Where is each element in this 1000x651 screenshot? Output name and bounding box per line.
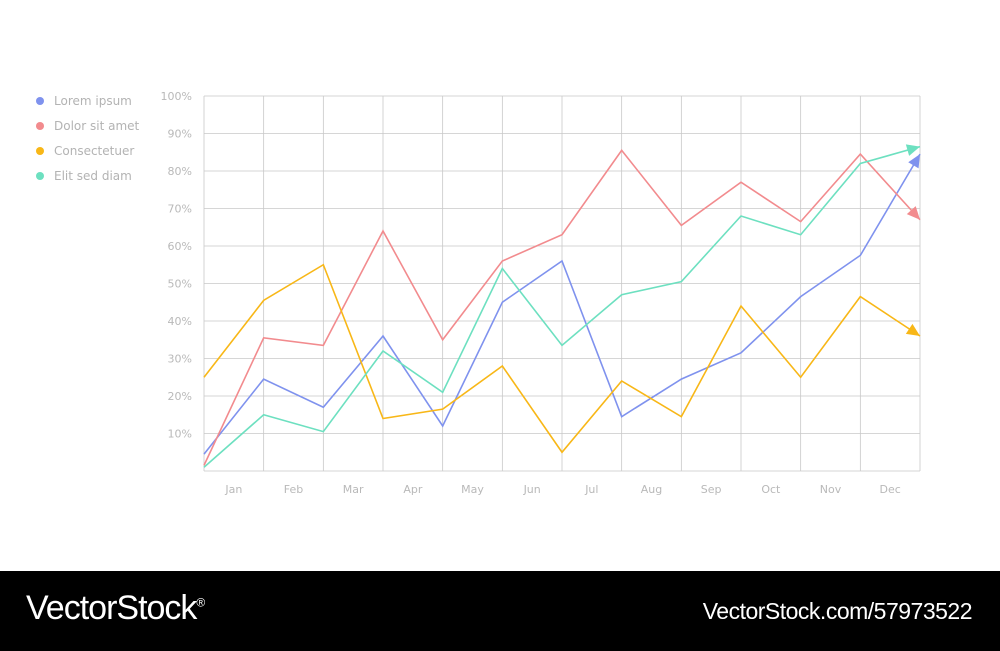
legend-item: Elit sed diam — [36, 168, 139, 183]
legend-label: Elit sed diam — [54, 168, 132, 183]
chart-axes: 10% 20% 30% 40% 50% 60% 70% 80% 90% 100% Jan Feb Mar… — [161, 90, 901, 496]
y-tick-label: 50% — [168, 278, 192, 291]
footer-bar: VectorStock® VectorStock.com/57973522 — [0, 571, 1000, 651]
series-arrow-marker — [906, 206, 920, 220]
x-tick-label: Dec — [880, 483, 901, 496]
series-arrow-marker — [905, 144, 920, 156]
footer-brand-text: VectorStock — [26, 589, 197, 627]
y-tick-label: 20% — [168, 390, 192, 403]
x-tick-label: Sep — [701, 483, 722, 496]
line-chart: 10% 20% 30% 40% 50% 60% 70% 80% 90% 100% Jan Feb Mar… — [161, 90, 921, 496]
y-tick-label: 80% — [168, 165, 192, 178]
y-tick-label: 60% — [168, 240, 192, 253]
x-tick-label: May — [461, 483, 484, 496]
x-tick-label: Oct — [761, 483, 781, 496]
series-line — [203, 263, 921, 454]
series-line — [203, 149, 921, 466]
series-arrow-marker — [908, 154, 920, 169]
legend-label: Lorem ipsum — [54, 93, 132, 108]
x-tick-label: Mar — [343, 483, 364, 496]
x-tick-label: Jul — [584, 483, 598, 496]
series-arrow-marker — [905, 323, 920, 336]
y-tick-label: 100% — [161, 90, 192, 103]
legend-item: Consectetuer — [36, 143, 139, 158]
chart-legend: Lorem ipsum Dolor sit amet Consectetuer Eli… — [36, 93, 139, 183]
x-tick-label: Jun — [523, 483, 541, 496]
footer-registered-mark: ® — [196, 595, 205, 610]
chart-grid — [203, 95, 921, 472]
legend-dot-icon — [36, 146, 44, 155]
x-tick-label: Feb — [284, 483, 303, 496]
footer-url: VectorStock.com/57973522 — [702, 598, 973, 624]
legend-dot-icon — [36, 96, 44, 105]
y-tick-label: 30% — [168, 353, 192, 366]
legend-dot-icon — [36, 121, 44, 130]
series-line — [203, 145, 921, 468]
chart-series — [203, 144, 921, 468]
legend-item: Lorem ipsum — [36, 93, 139, 108]
y-tick-label: 90% — [168, 128, 192, 141]
x-tick-label: Apr — [403, 483, 423, 496]
series-line — [203, 153, 921, 455]
y-tick-label: 70% — [168, 203, 192, 216]
legend-label: Consectetuer — [54, 143, 135, 158]
legend-dot-icon — [36, 171, 44, 180]
x-tick-label: Nov — [820, 483, 842, 496]
y-tick-label: 10% — [168, 428, 192, 441]
legend-item: Dolor sit amet — [36, 118, 139, 133]
legend-label: Dolor sit amet — [54, 118, 140, 133]
footer-brand: VectorStock® — [26, 589, 205, 628]
y-tick-label: 40% — [168, 315, 192, 328]
x-tick-label: Aug — [641, 483, 662, 496]
x-tick-label: Jan — [224, 483, 242, 496]
